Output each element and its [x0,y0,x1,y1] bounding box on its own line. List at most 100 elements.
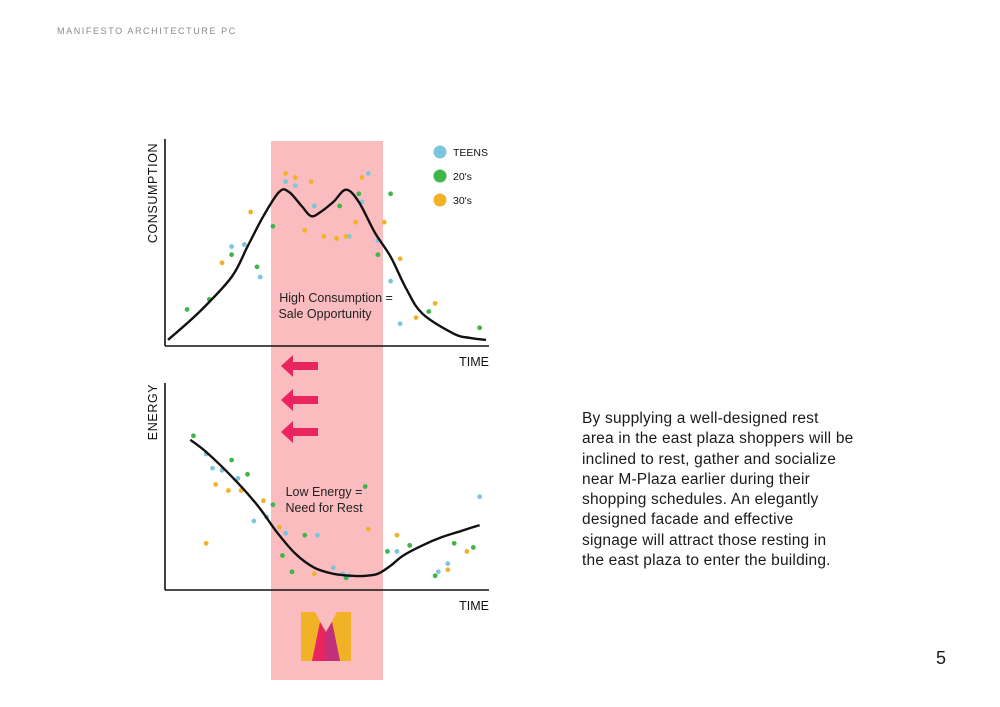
data-point-teens [330,565,336,571]
data-point-30s [226,488,231,493]
data-point-teens [257,274,263,280]
data-point-30s [359,175,365,180]
scatter-points [184,171,483,331]
data-point-20s [245,471,250,477]
data-point-20s [407,542,413,548]
data-point-20s [426,309,432,314]
scatter-points [191,433,483,581]
data-point-30s [365,526,371,532]
data-point-20s [388,191,393,197]
paragraph-line: shopping schedules. An elegantly [582,491,819,509]
data-point-teens [394,549,400,554]
data-point-20s [432,573,438,579]
paragraph-line: near M-Plaza earlier during their [582,470,811,488]
data-point-teens [283,179,289,185]
highlight-band [271,141,383,680]
data-point-20s [270,502,276,508]
data-point-30s [464,549,470,554]
data-point-30s [302,227,308,233]
left-arrow-icon [281,389,318,411]
data-point-20s [385,549,390,554]
data-point-30s [283,171,289,176]
data-point-30s [381,219,387,225]
data-point-30s [248,209,254,215]
left-arrow-icon [281,421,318,443]
data-point-20s [337,203,343,209]
data-point-30s [321,234,327,239]
annotation-line-2: Need for Rest [285,501,363,515]
data-point-30s [353,219,359,225]
data-point-20s [477,325,483,331]
paragraph-line: area in the east plaza shoppers will be [582,430,854,448]
data-point-20s [280,553,285,558]
data-point-20s [254,264,260,270]
data-point-20s [451,540,457,546]
data-point-30s [311,571,317,577]
legend-marker-30s [433,193,447,207]
data-point-30s [308,179,314,185]
data-point-20s [191,433,196,439]
legend-label-30s: 30's [453,195,472,207]
data-point-30s [397,256,403,262]
data-point-teens [283,530,289,536]
annotation-line-2: Sale Opportunity [278,307,372,321]
data-point-teens [435,569,441,575]
annotation-line-1: Low Energy = [286,485,363,499]
data-point-20s [302,532,308,538]
legend-marker-teens [433,145,447,159]
data-point-teens [365,171,371,176]
data-point-20s [356,191,362,197]
body-paragraph: By supplying a well-designed rest area i… [582,409,927,571]
data-point-20s [375,252,381,258]
legend-label-teens: TEENS [453,147,488,159]
legend-label-20s: 20's [453,171,472,183]
data-point-30s [203,540,209,546]
energy-chart: ENERGY TIME Low Energy = Need for Rest [146,383,489,613]
data-point-30s [445,567,451,573]
data-point-30s [261,498,266,504]
left-arrow-icon [281,355,318,377]
data-point-teens [397,321,403,327]
data-point-30s [394,532,400,538]
paragraph-line: designed facade and effective [582,511,794,529]
data-point-20s [270,223,276,229]
paragraph-line: inclined to rest, gather and socialize [582,450,837,468]
data-point-teens [235,475,241,481]
consumption-chart: CONSUMPTION TIME High Consumption = Sale… [146,139,489,369]
data-point-20s [184,307,190,312]
data-point-20s [229,457,235,463]
data-point-30s [432,301,438,306]
data-point-30s [334,236,339,241]
document-header: MANIFESTO ARCHITECTURE PC [57,26,237,36]
data-point-teens [445,561,451,567]
x-axis-label: TIME [459,599,489,613]
m-plaza-logo [301,612,351,661]
page-number: 5 [936,648,947,668]
data-point-teens [477,494,483,500]
paragraph-line: By supplying a well-designed rest [582,410,819,427]
y-axis-label: ENERGY [146,384,160,440]
y-axis-label: CONSUMPTION [146,143,160,243]
legend: TEENS 20's 30's [433,145,488,207]
data-point-teens [311,203,317,209]
data-point-teens [229,244,235,249]
data-point-20s [470,545,476,550]
data-point-30s [343,234,349,239]
data-point-teens [210,465,215,471]
consumption-curve [167,188,487,342]
arrow-group [281,355,318,443]
data-point-teens [292,183,298,189]
data-point-30s [213,482,219,487]
paragraph-line: the east plaza to enter the building. [582,552,831,570]
x-axis-label: TIME [459,355,489,369]
data-point-20s [229,252,235,258]
data-point-30s [276,524,282,530]
annotation-line-1: High Consumption = [279,291,393,305]
data-point-teens [315,532,320,538]
data-point-teens [251,518,257,524]
data-point-20s [362,484,368,489]
data-point-30s [413,315,419,321]
data-point-teens [388,278,393,284]
data-point-30s [219,260,225,266]
